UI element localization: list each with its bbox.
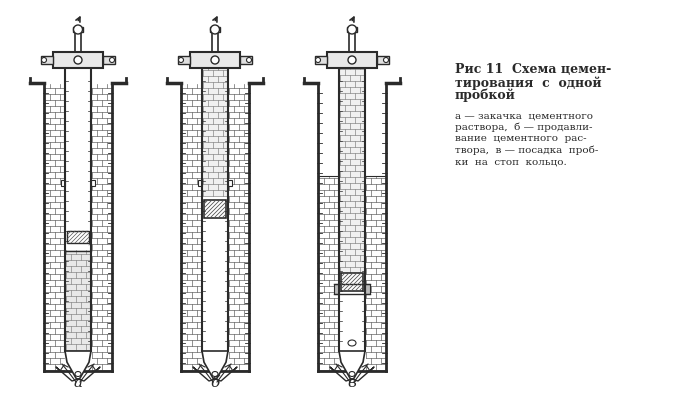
Text: пробкой: пробкой: [455, 89, 516, 103]
Bar: [190, 52, 240, 68]
Ellipse shape: [349, 371, 355, 376]
Text: б: б: [210, 376, 220, 390]
Text: вание  цементного  рас-: вание цементного рас-: [455, 134, 587, 143]
Circle shape: [73, 25, 82, 34]
Bar: [365, 284, 370, 294]
Bar: [204, 200, 226, 218]
Bar: [44, 83, 112, 371]
Bar: [41, 56, 53, 64]
Text: раствора,  б — продавли-: раствора, б — продавли-: [455, 123, 592, 132]
Circle shape: [347, 25, 356, 34]
Circle shape: [109, 57, 114, 62]
Bar: [73, 27, 83, 32]
Bar: [91, 180, 95, 186]
Circle shape: [178, 57, 184, 62]
Bar: [53, 52, 103, 68]
Bar: [198, 180, 202, 186]
Ellipse shape: [75, 371, 81, 376]
Ellipse shape: [212, 371, 218, 376]
Text: Рис 11  Схема цемен-: Рис 11 Схема цемен-: [455, 63, 611, 76]
Bar: [178, 56, 190, 64]
Circle shape: [211, 56, 219, 64]
Bar: [340, 68, 364, 273]
Bar: [315, 56, 327, 64]
Circle shape: [74, 56, 82, 64]
Circle shape: [211, 25, 220, 34]
Bar: [181, 83, 249, 371]
Text: а: а: [73, 376, 82, 390]
Bar: [66, 68, 90, 251]
Bar: [318, 83, 386, 371]
Text: в: в: [347, 376, 356, 390]
Circle shape: [384, 57, 388, 62]
Polygon shape: [65, 351, 91, 379]
Bar: [203, 218, 227, 350]
Bar: [327, 52, 377, 68]
Bar: [203, 68, 227, 196]
Circle shape: [348, 56, 356, 64]
Text: ки  на  стоп  кольцо.: ки на стоп кольцо.: [455, 157, 566, 166]
Bar: [341, 273, 363, 291]
Circle shape: [41, 57, 46, 62]
Bar: [67, 231, 89, 243]
Bar: [334, 284, 339, 294]
Text: а — закачка  цементного: а — закачка цементного: [455, 111, 593, 120]
Circle shape: [246, 57, 252, 62]
Bar: [103, 56, 115, 64]
Ellipse shape: [348, 340, 356, 346]
Bar: [61, 180, 65, 186]
Bar: [347, 27, 357, 32]
Text: тирования  с  одной: тирования с одной: [455, 76, 602, 90]
Circle shape: [316, 57, 320, 62]
Text: твора,  в — посадка  проб-: твора, в — посадка проб-: [455, 145, 598, 155]
Polygon shape: [202, 351, 228, 379]
Bar: [210, 27, 220, 32]
Bar: [240, 56, 252, 64]
Bar: [228, 180, 232, 186]
Bar: [377, 56, 389, 64]
Polygon shape: [339, 351, 365, 379]
Bar: [66, 250, 90, 350]
